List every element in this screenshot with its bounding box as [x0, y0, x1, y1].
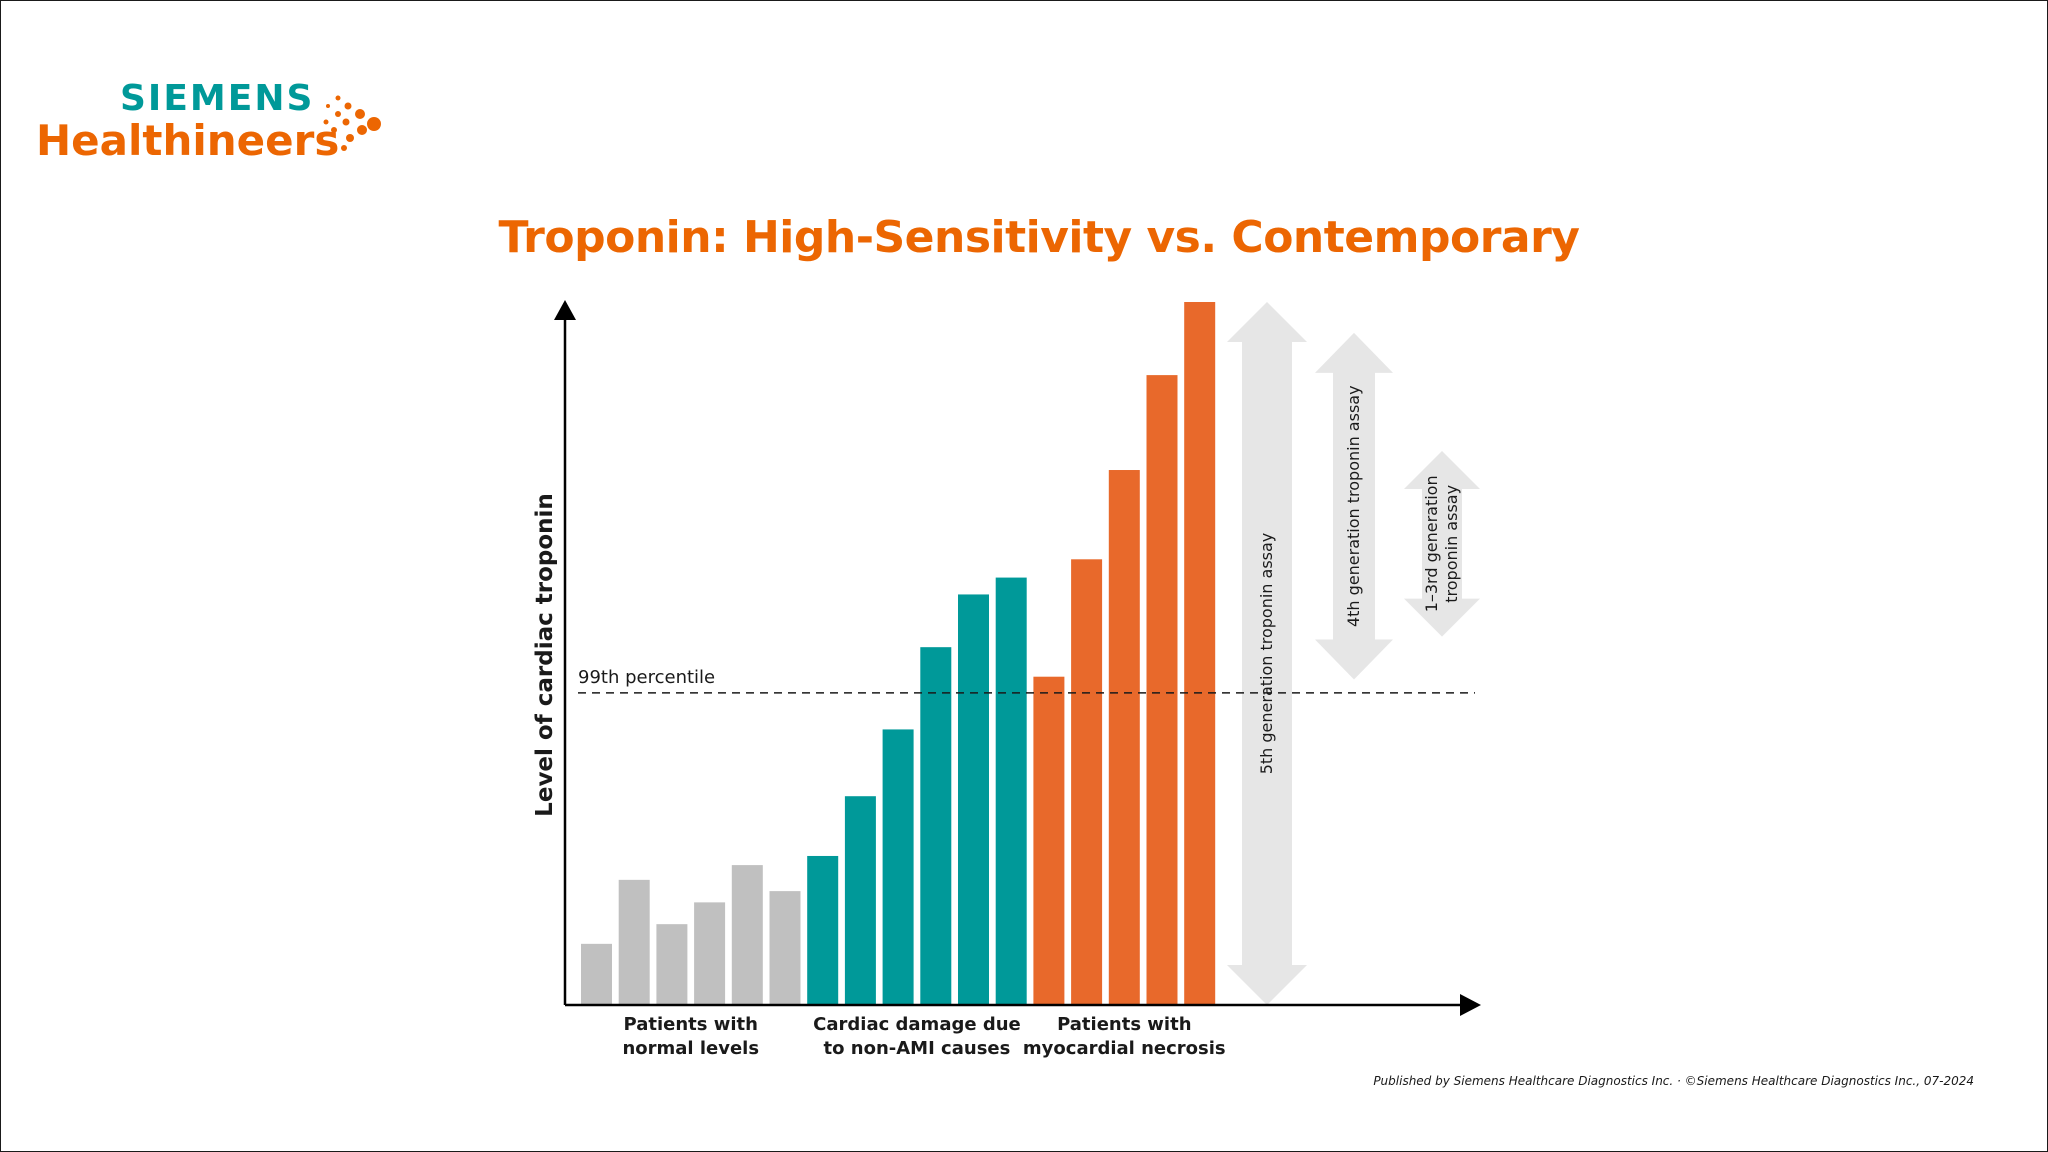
bar-3-5 [1184, 302, 1216, 1005]
bars-layer [581, 302, 1216, 1006]
x-axis-arrow-icon [1460, 994, 1481, 1016]
assay-arrows-layer [1227, 302, 1480, 1005]
bar-2-3 [882, 729, 914, 1005]
chart-title: Troponin: High-Sensitivity vs. Contempor… [0, 212, 2048, 263]
bar-2-1 [807, 855, 839, 1005]
assay-label-1: 5th generation troponin assay [1257, 533, 1276, 775]
siemens-healthineers-logo: SIEMENS Healthineers [36, 78, 396, 178]
bar-1-5 [731, 865, 763, 1005]
bar-1-4 [694, 902, 726, 1005]
category-label-3: Patients with [1057, 1014, 1191, 1035]
bar-3-1 [1033, 676, 1065, 1005]
logo-healthineers-text: Healthineers [36, 116, 340, 165]
category-label-1: normal levels [622, 1038, 759, 1059]
assay-label-3: troponin assay [1442, 485, 1461, 603]
axes-layer [554, 300, 1481, 1016]
footer-text: Published by Siemens Healthcare Diagnost… [1373, 1074, 1974, 1088]
bar-2-6 [995, 577, 1027, 1005]
bar-3-2 [1071, 559, 1103, 1005]
labels-layer: Patients with normal levels Cardiac damage… [532, 385, 1461, 1059]
y-axis-label: Level of cardiac troponin [532, 493, 558, 817]
y-axis-arrow-icon [554, 300, 576, 320]
logo-siemens-text: SIEMENS [120, 78, 315, 119]
category-label-2: Cardiac damage due [813, 1014, 1021, 1035]
category-label-3: myocardial necrosis [1023, 1038, 1226, 1059]
chart-title-text: Troponin: High-Sensitivity vs. Contempor… [498, 212, 1580, 263]
bar-1-1 [581, 943, 612, 1005]
bar-2-4 [920, 647, 952, 1005]
bar-2-2 [844, 796, 876, 1005]
bar-1-2 [618, 879, 650, 1005]
assay-arrow-3 [1404, 451, 1480, 637]
percentile-label: 99th percentile [578, 667, 715, 688]
bar-1-6 [769, 891, 801, 1005]
logo-dots-icon [323, 95, 381, 151]
assay-label-3: 1–3rd generation [1422, 475, 1441, 612]
category-label-2: to non-AMI causes [824, 1038, 1011, 1059]
bar-3-3 [1108, 470, 1140, 1006]
bar-2-5 [958, 594, 989, 1005]
assay-arrow-1 [1227, 302, 1307, 1005]
assay-label-2: 4th generation troponin assay [1344, 385, 1363, 627]
bar-1-3 [656, 924, 688, 1005]
category-label-1: Patients with [624, 1014, 758, 1035]
assay-arrow-2 [1315, 332, 1393, 680]
bar-3-4 [1146, 375, 1178, 1005]
